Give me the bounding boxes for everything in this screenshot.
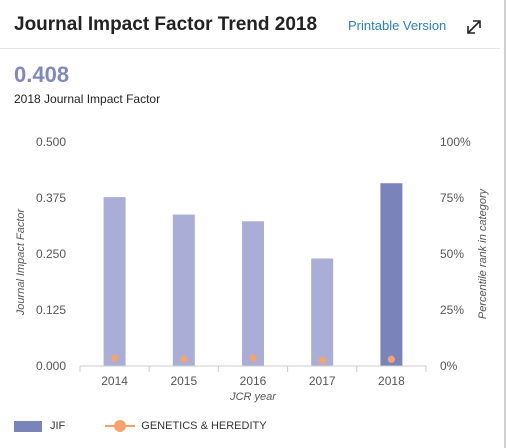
y-tick-label: 0.250 [36,247,66,261]
bar-2016[interactable] [242,221,264,366]
y2-tick-label: 0% [440,359,458,373]
category-points [111,354,395,364]
legend-item-category[interactable]: GENETICS & HEREDITY [65,420,267,432]
metric-label: 2018 Journal Impact Factor [14,92,161,106]
bar-2014[interactable] [103,197,126,366]
x-tick-label: 2014 [101,374,128,388]
y-tick-label: 0.375 [36,191,66,205]
y-tick-label: 0.125 [36,303,66,317]
metric-value: 0.408 [14,62,70,87]
y2-axis-title: Percentile rank in category [477,187,489,319]
point-2018[interactable] [387,355,395,363]
bars [103,183,403,366]
legend-item-jif[interactable]: JIF [14,420,65,432]
header-divider [0,48,500,49]
y2-tick-label: 100% [440,135,471,149]
point-2016[interactable] [249,354,257,362]
x-axis: 2014 2015 2016 2017 2018 [79,366,427,388]
y-axis-title: Journal Impact Factor [15,207,27,316]
y2-tick-label: 25% [440,303,464,317]
x-tick-label: 2015 [170,374,197,388]
bar-2018[interactable] [380,183,403,366]
y-tick-label: 0.000 [36,359,66,373]
bar-2017[interactable] [311,258,334,366]
legend-swatch-category [105,420,136,432]
y-tick-label: 0.500 [36,135,66,149]
bar-2015[interactable] [172,214,195,366]
y2-tick-label: 50% [440,247,464,261]
point-2014[interactable] [111,354,119,362]
x-tick-label: 2017 [309,374,336,388]
y-axis-left: 0.000 0.125 0.250 0.375 0.500 [36,135,66,373]
expand-arrows-icon[interactable] [464,17,484,37]
point-2017[interactable] [318,356,326,364]
y-axis-right: 0% 25% 50% 75% 100% [440,135,471,373]
point-2015[interactable] [180,355,188,363]
panel-edge [504,0,506,448]
legend: JIF GENETICS & HEREDITY [14,420,267,432]
legend-label-jif: JIF [50,420,66,432]
y2-tick-label: 75% [440,191,464,205]
x-tick-label: 2018 [378,374,405,388]
legend-swatch-jif [14,420,42,432]
chart-title: Journal Impact Factor Trend 2018 [14,14,318,35]
x-axis-title: JCR year [229,391,277,403]
legend-label-category: GENETICS & HEREDITY [141,420,267,432]
printable-version-link[interactable]: Printable Version [348,18,447,33]
x-tick-label: 2016 [240,374,267,388]
